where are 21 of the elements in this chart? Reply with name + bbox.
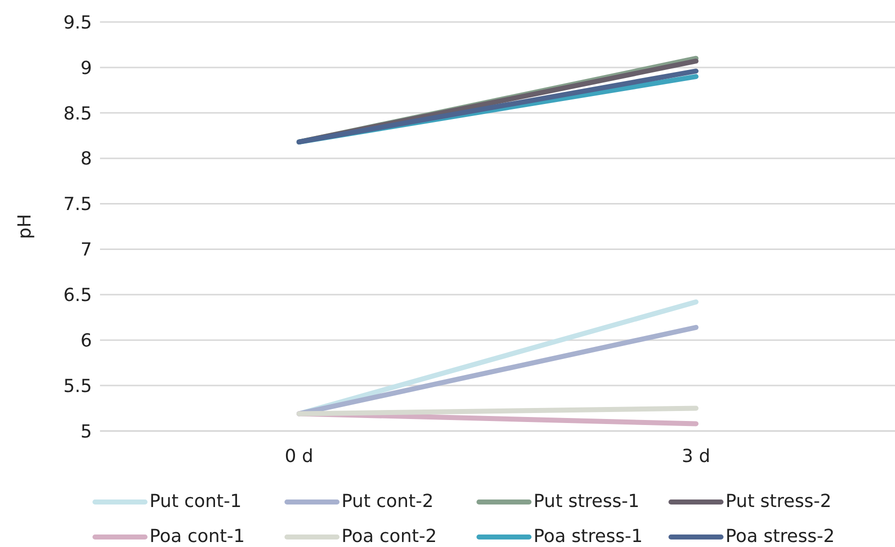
legend-label: Poa cont-1 (150, 526, 245, 547)
x-tick-label: 0 d (284, 446, 314, 467)
y-tick-label: 6.5 (63, 285, 92, 306)
legend-label: Put cont-2 (342, 491, 434, 512)
y-tick-label: 5 (80, 421, 92, 442)
y-tick-label: 6 (80, 330, 92, 352)
y-tick-label: 5.5 (63, 376, 92, 397)
legend-label: Poa cont-2 (342, 526, 437, 547)
legend-label: Poa stress-2 (726, 526, 835, 547)
x-tick-label: 3 d (682, 446, 710, 467)
y-tick-label: 9.5 (63, 12, 92, 34)
y-tick-label: 8.5 (63, 103, 92, 124)
y-tick-label: 8 (80, 148, 92, 170)
legend-label: Poa stress-1 (534, 526, 643, 547)
y-tick-label: 7.5 (63, 194, 92, 216)
legend-label: Put cont-1 (150, 491, 242, 512)
legend-label: Put stress-2 (726, 491, 832, 512)
y-tick-label: 9 (80, 58, 92, 79)
y-axis-title: pH (14, 214, 36, 239)
y-tick-label: 7 (80, 240, 92, 261)
legend-label: Put stress-1 (534, 491, 640, 512)
